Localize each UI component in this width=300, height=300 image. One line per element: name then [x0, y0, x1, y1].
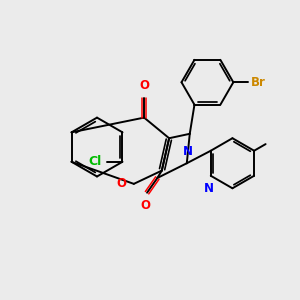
- Text: Br: Br: [251, 76, 266, 89]
- Text: O: O: [116, 177, 126, 190]
- Text: N: N: [203, 182, 213, 195]
- Text: O: O: [139, 79, 149, 92]
- Text: Cl: Cl: [88, 155, 102, 168]
- Text: O: O: [141, 199, 151, 212]
- Text: N: N: [183, 145, 193, 158]
